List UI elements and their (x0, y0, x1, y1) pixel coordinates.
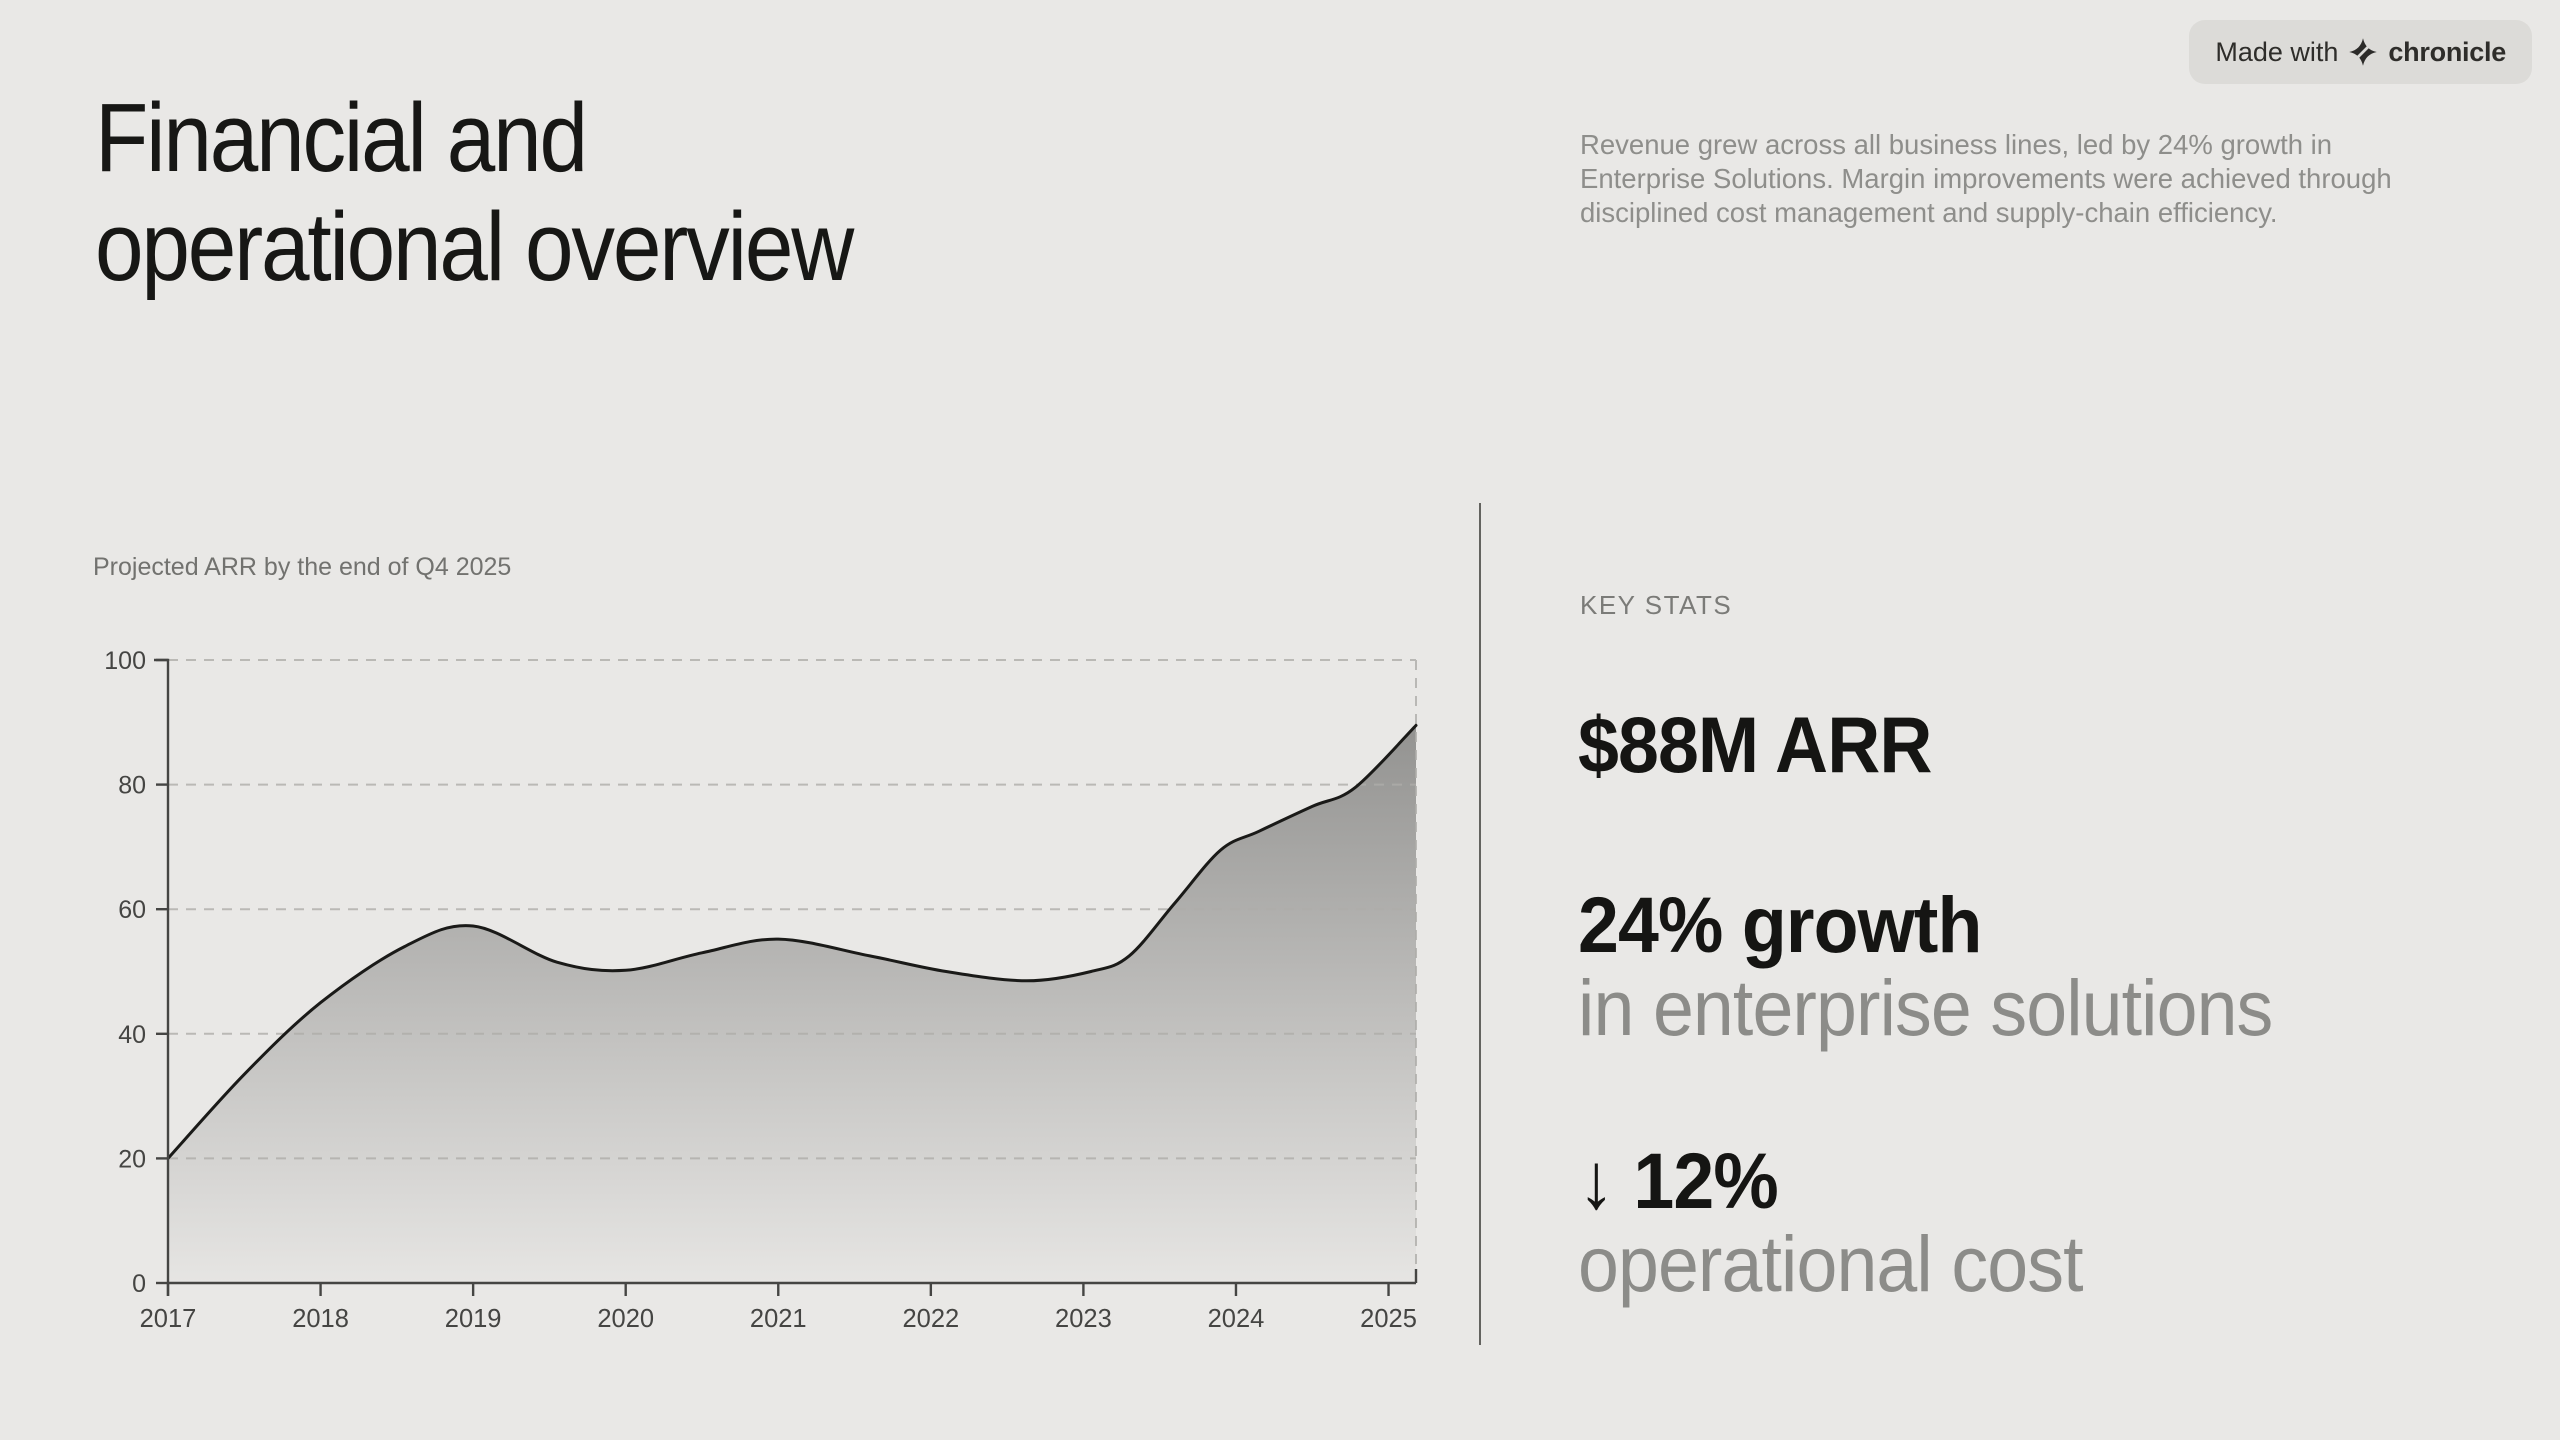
page-title-line2: operational overview (95, 191, 854, 301)
svg-text:2021: 2021 (750, 1305, 807, 1333)
badge-prefix-label: Made with (2215, 36, 2339, 67)
key-stats-label: KEY STATS (1580, 590, 1733, 620)
chart-caption: Projected ARR by the end of Q4 2025 (93, 553, 512, 581)
gridlines (168, 659, 1417, 1283)
page-title: Financial and operational overview (95, 83, 854, 301)
svg-text:80: 80 (118, 772, 146, 800)
stat-cost-caption: operational cost (1578, 1218, 2083, 1308)
svg-text:2019: 2019 (445, 1305, 502, 1333)
svg-text:2023: 2023 (1055, 1305, 1112, 1333)
stat-growth: 24% growth in enterprise solutions (1578, 880, 2273, 1052)
stat-cost: ↓ 12% operational cost (1578, 1139, 2083, 1308)
svg-text:40: 40 (118, 1021, 146, 1049)
down-arrow-icon: ↓ (1578, 1136, 1615, 1225)
svg-text:2017: 2017 (140, 1305, 197, 1333)
svg-text:2018: 2018 (292, 1305, 349, 1333)
svg-text:100: 100 (104, 647, 146, 675)
stat-arr-value: $88M ARR (1578, 700, 1932, 789)
x-axis-labels: 2017 2018 2019 2020 2021 2022 2023 2024 2025 (140, 1305, 1417, 1333)
svg-text:60: 60 (118, 896, 146, 924)
made-with-chronicle-badge[interactable]: Made with chronicle (2189, 20, 2532, 84)
svg-text:2020: 2020 (597, 1305, 654, 1333)
vertical-divider (1479, 503, 1481, 1345)
chronicle-sparkle-icon (2348, 37, 2378, 67)
svg-text:0: 0 (132, 1270, 146, 1298)
arr-line (166, 723, 1418, 1160)
stat-growth-caption: in enterprise solutions (1578, 962, 2273, 1052)
svg-text:20: 20 (118, 1145, 146, 1173)
summary-paragraph: Revenue grew across all business lines, … (1580, 129, 2392, 229)
area-fill (168, 725, 1416, 1283)
svg-text:2022: 2022 (902, 1305, 959, 1333)
svg-text:2025: 2025 (1360, 1305, 1417, 1333)
y-axis-labels: 0 20 40 60 80 100 (104, 647, 146, 1298)
page-title-line1: Financial and (95, 83, 588, 192)
badge-brand-label: chronicle (2388, 36, 2506, 67)
stat-cost-value: ↓ 12% (1578, 1139, 2083, 1223)
stat-arr: $88M ARR (1578, 700, 1932, 789)
arr-area-chart: 0 20 40 60 80 100 2017 2018 2019 2020 2021 2022 2023… (104, 647, 1418, 1333)
stat-cost-number: 12% (1613, 1136, 1778, 1225)
axes (154, 658, 1418, 1296)
svg-text:2024: 2024 (1208, 1305, 1265, 1333)
stat-growth-value: 24% growth (1578, 880, 1982, 969)
